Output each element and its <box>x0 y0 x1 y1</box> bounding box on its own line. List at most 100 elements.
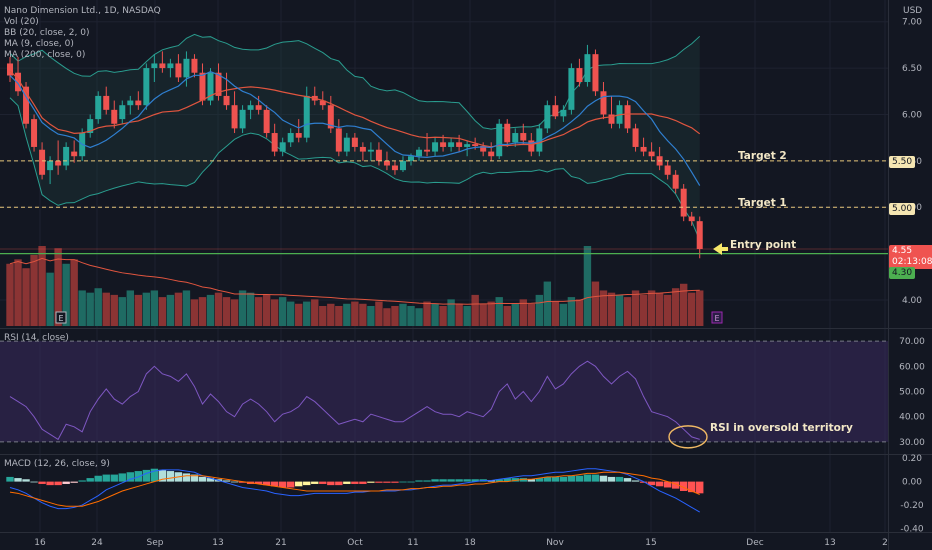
volume-bar <box>367 306 375 326</box>
volume-bar <box>327 303 335 326</box>
candle-body <box>47 160 54 171</box>
volume-bar <box>295 303 303 326</box>
macd-histogram-bar <box>118 473 126 482</box>
candle <box>416 146 423 161</box>
macd-histogram-bar <box>335 481 343 486</box>
legend-vol: Vol (20) <box>4 17 39 27</box>
volume-bar <box>559 303 568 326</box>
macd-histogram-bar <box>78 480 86 482</box>
candle <box>640 137 647 157</box>
candle-body <box>343 137 350 152</box>
candle-body <box>7 63 13 76</box>
volume-bar <box>599 290 608 326</box>
candle <box>632 123 639 152</box>
volume-bar <box>391 306 399 326</box>
candle <box>504 119 511 147</box>
macd-histogram-bar <box>391 481 399 483</box>
candle-body <box>263 109 270 134</box>
candle-body <box>520 133 527 141</box>
rsi-line <box>9 360 700 441</box>
volume-bar <box>688 292 696 326</box>
candle-body <box>319 100 326 106</box>
macd-histogram-bar <box>431 479 439 482</box>
volume-bar <box>679 283 688 326</box>
candle-body <box>359 146 366 152</box>
candle-body <box>576 68 583 83</box>
macd-histogram-bar <box>86 478 94 482</box>
candle-body <box>207 72 214 101</box>
volume-bar <box>567 297 576 326</box>
candle <box>71 140 78 163</box>
macd-tick-label: 0.00 <box>902 478 922 488</box>
volume-bar <box>495 297 503 326</box>
candle-body <box>63 146 70 166</box>
macd-histogram-bar <box>415 480 423 482</box>
candle-body <box>544 105 551 129</box>
macd-histogram-bar <box>22 479 30 482</box>
legend-ma200: MA (200, close, 0) <box>4 50 86 60</box>
signal-line <box>9 471 700 507</box>
candle <box>399 156 406 172</box>
volume-bar <box>38 246 46 326</box>
candle <box>295 119 302 143</box>
candle-body <box>640 146 647 152</box>
candle <box>672 170 679 194</box>
macd-histogram-bar <box>319 481 327 484</box>
volume-bar <box>423 301 431 326</box>
candle-body <box>31 119 38 147</box>
volume-bar <box>647 290 656 326</box>
volume-bar <box>158 297 167 326</box>
volume-bar <box>615 294 624 326</box>
candle-body <box>688 216 695 222</box>
macd-histogram-bar <box>222 480 231 482</box>
earnings-marker-text: E <box>714 314 719 323</box>
candle-body <box>488 151 495 157</box>
candle-body <box>231 105 238 129</box>
candle <box>512 128 519 147</box>
macd-histogram-bar <box>543 476 552 482</box>
macd-line <box>9 468 700 513</box>
time-tick-label: Dec <box>746 538 763 548</box>
macd-histogram-bar <box>254 481 263 484</box>
candle <box>215 63 222 101</box>
target2-price-badge: 5.50 <box>889 156 916 168</box>
macd-histogram-bar <box>62 481 70 484</box>
volume-bar <box>447 299 455 326</box>
candle <box>159 51 166 73</box>
candle <box>279 137 286 157</box>
rsi-oversold-label: RSI in oversold territory <box>710 422 853 434</box>
volume-bar <box>663 294 672 326</box>
volume-bar <box>246 292 255 326</box>
volume-bar <box>78 290 86 326</box>
candle <box>696 216 703 259</box>
candle <box>560 105 567 122</box>
volume-bar <box>535 294 544 326</box>
volume-bar <box>262 294 271 326</box>
candle <box>624 100 631 134</box>
macd-histogram-bar <box>190 474 199 482</box>
candle-body <box>159 63 166 69</box>
macd-histogram-bar <box>423 480 431 482</box>
macd-histogram-bar <box>230 481 239 483</box>
volume-bar <box>407 306 415 326</box>
macd-histogram-bar <box>158 469 167 482</box>
macd-histogram-bar <box>142 469 151 482</box>
candle-body <box>464 144 471 147</box>
macd-histogram-bar <box>238 481 247 483</box>
candle <box>199 63 206 106</box>
volume-bar <box>335 306 343 326</box>
macd-histogram-bar <box>311 481 319 484</box>
volume-bar <box>319 306 327 326</box>
time-tick-label: 13 <box>824 538 835 548</box>
candle <box>135 91 142 110</box>
earnings-marker-text: E <box>58 314 63 323</box>
candle <box>87 114 94 138</box>
candle-body <box>696 221 703 249</box>
macd-histogram-bar <box>327 481 335 486</box>
macd-histogram-bar <box>495 479 503 482</box>
macd-histogram-bar <box>399 481 407 483</box>
candle <box>335 119 342 157</box>
candle <box>119 100 126 124</box>
